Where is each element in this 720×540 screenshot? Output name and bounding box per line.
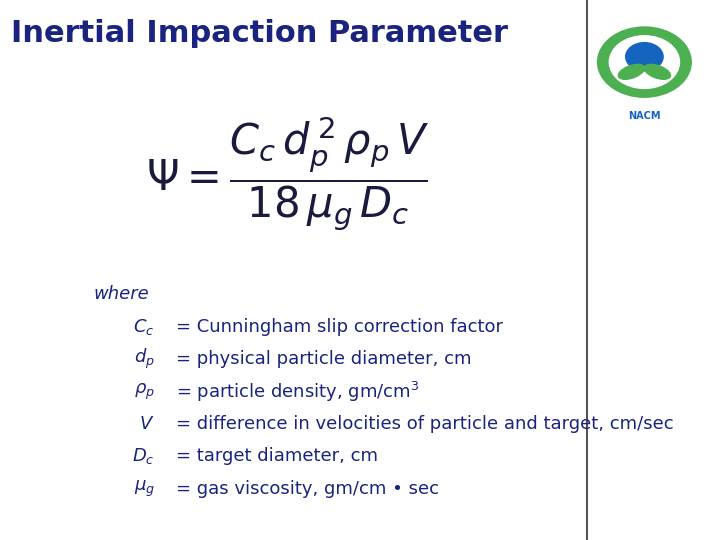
- Text: = gas viscosity, gm/cm • sec: = gas viscosity, gm/cm • sec: [176, 480, 439, 498]
- Text: $D_c$: $D_c$: [132, 446, 155, 467]
- Text: $C_c$: $C_c$: [133, 316, 155, 337]
- Text: $\mu_g$: $\mu_g$: [134, 478, 155, 499]
- Text: where: where: [94, 285, 149, 303]
- Text: $\Psi = \dfrac{C_c\,d_p^{\,2}\,\rho_p\,V}{18\,\mu_g\,D_c}$: $\Psi = \dfrac{C_c\,d_p^{\,2}\,\rho_p\,V…: [146, 114, 430, 232]
- Ellipse shape: [644, 64, 670, 79]
- Text: Inertial Impaction Parameter: Inertial Impaction Parameter: [11, 19, 508, 48]
- Circle shape: [609, 36, 680, 89]
- Text: $\rho_p$: $\rho_p$: [134, 381, 155, 402]
- Text: = physical particle diameter, cm: = physical particle diameter, cm: [176, 350, 472, 368]
- Text: = target diameter, cm: = target diameter, cm: [176, 447, 379, 465]
- Circle shape: [598, 27, 691, 97]
- Text: = difference in velocities of particle and target, cm/sec: = difference in velocities of particle a…: [176, 415, 674, 433]
- Text: = Cunningham slip correction factor: = Cunningham slip correction factor: [176, 318, 503, 336]
- Text: $V$: $V$: [140, 415, 155, 433]
- Text: = particle density, gm/cm$^3$: = particle density, gm/cm$^3$: [176, 380, 420, 403]
- Ellipse shape: [618, 64, 644, 79]
- Circle shape: [626, 43, 663, 71]
- Text: NACM: NACM: [628, 111, 661, 121]
- Text: $d_p$: $d_p$: [134, 347, 155, 371]
